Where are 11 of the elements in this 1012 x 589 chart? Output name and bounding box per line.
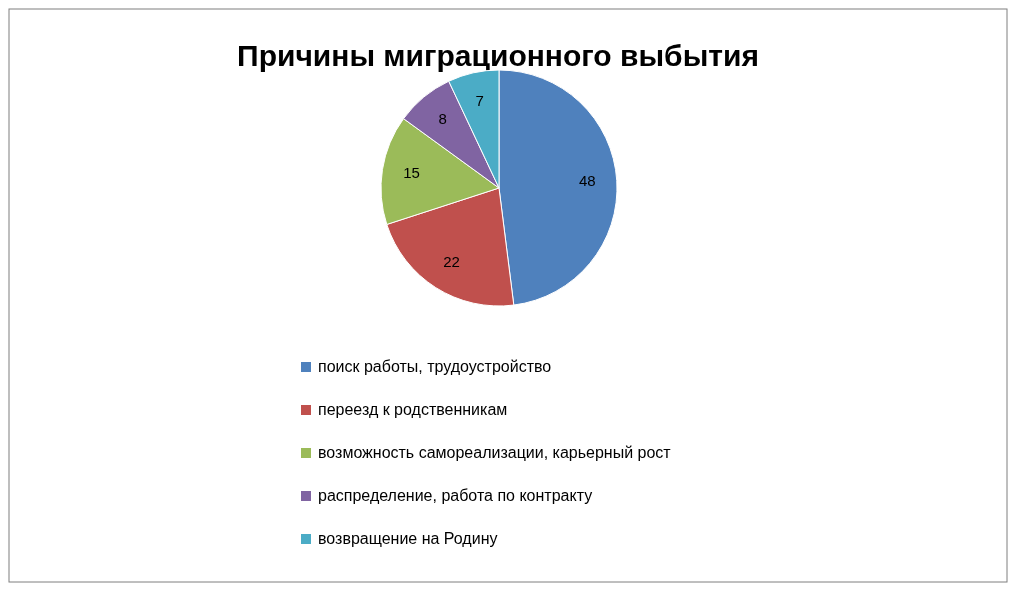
legend-label: поиск работы, трудоустройство bbox=[318, 358, 552, 376]
legend-label: возможность самореализации, карьерный рост bbox=[318, 444, 672, 462]
legend-label: распределение, работа по контракту bbox=[318, 487, 593, 505]
data-label: 8 bbox=[438, 109, 447, 127]
data-label: 48 bbox=[578, 172, 596, 190]
data-label: 7 bbox=[475, 91, 484, 109]
data-label: 15 bbox=[403, 164, 420, 182]
chart-title: Причины миграционного выбытия bbox=[237, 39, 759, 72]
legend-label: переезд к родственникам bbox=[318, 401, 508, 419]
legend-label: возвращение на Родину bbox=[318, 530, 498, 548]
data-label: 22 bbox=[443, 252, 460, 270]
